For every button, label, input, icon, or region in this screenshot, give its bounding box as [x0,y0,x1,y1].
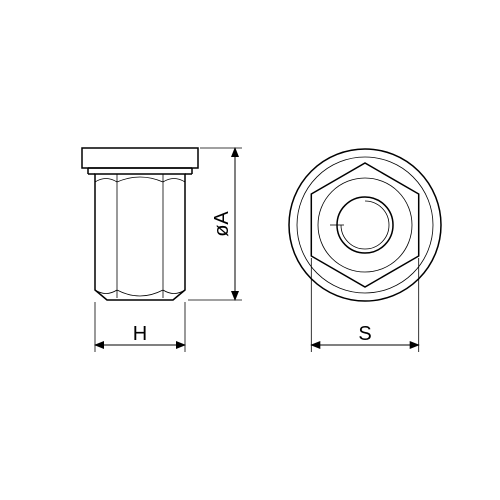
dim-label-s: S [358,323,371,345]
technical-drawing: H øA S [0,0,500,500]
dim-label-a: øA [211,211,233,237]
top-view: S [289,149,441,352]
side-view: H øA [82,148,242,352]
dim-label-h: H [133,323,147,345]
